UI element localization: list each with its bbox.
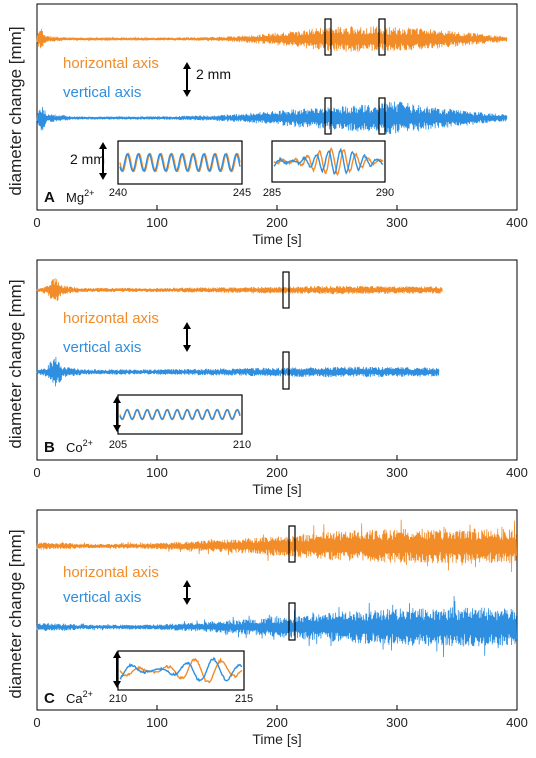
series-label-vertical: vertical axis	[63, 339, 141, 356]
ion-label: Mg2+	[66, 188, 94, 205]
x-tick-label: 100	[146, 215, 168, 230]
x-tick-label: 0	[33, 465, 40, 480]
inset-horizontal-trace	[119, 657, 243, 684]
inset-tick-label-end: 245	[233, 187, 251, 199]
highlight-window-horizontal	[288, 525, 296, 563]
inset-scale-arrow-head-up	[99, 142, 107, 149]
inset-tick-label-end: 215	[235, 693, 253, 705]
ion-charge: 2+	[83, 438, 93, 448]
inset-tick-label-start: 205	[109, 439, 127, 451]
chart-panel-b: horizontal axis vertical axis 205 210 B Co2+ 0…	[6, 259, 528, 497]
series-horizontal-trace	[36, 26, 508, 52]
x-axis-label: Time [s]	[252, 481, 301, 497]
x-tick-label: 400	[506, 715, 528, 730]
inset-scale-label: 2 mm	[70, 151, 105, 167]
ion-charge: 2+	[83, 689, 93, 699]
inset-scale-arrow-head-down	[113, 425, 121, 432]
inset-vertical-trace	[119, 657, 243, 683]
chart-panel-a: horizontal axis vertical axis 2 mm 240 245 2 …	[6, 3, 528, 247]
highlight-window-vertical	[288, 602, 296, 641]
scale-bar-label: 2 mm	[196, 66, 231, 82]
panel-letter: B	[44, 439, 55, 456]
series-vertical-trace	[36, 356, 440, 387]
scale-arrow-head-down	[183, 598, 191, 605]
series-horizontal-trace	[36, 278, 443, 302]
scale-arrow-head-up	[183, 322, 191, 329]
inset-tick-label-start: 285	[263, 187, 281, 199]
series-horizontal-trace	[36, 519, 518, 572]
scale-arrow-head-up	[183, 580, 191, 587]
x-tick-label: 400	[506, 215, 528, 230]
chart-panel-c: horizontal axis vertical axis 210 215 C Ca2+ 0…	[6, 509, 528, 747]
inset-vertical-trace	[119, 408, 241, 421]
inset-tick-label-end: 210	[233, 439, 251, 451]
x-tick-label: 0	[33, 715, 40, 730]
series-label-horizontal: horizontal axis	[63, 310, 159, 327]
x-tick-label: 200	[266, 465, 288, 480]
scale-arrow-head-down	[183, 90, 191, 97]
inset-vertical-trace	[273, 147, 384, 175]
ion-symbol: Mg	[66, 190, 84, 205]
x-tick-label: 0	[33, 215, 40, 230]
scale-arrow-head-down	[183, 345, 191, 352]
series-label-vertical: vertical axis	[63, 84, 141, 101]
x-axis-label: Time [s]	[252, 231, 301, 247]
y-axis-label: diameter change [mm]	[6, 529, 25, 698]
series-label-horizontal: horizontal axis	[63, 564, 159, 581]
series-label-horizontal: horizontal axis	[63, 55, 159, 72]
inset-vertical-trace	[119, 152, 241, 173]
x-tick-label: 100	[146, 715, 168, 730]
x-tick-label: 100	[146, 465, 168, 480]
inset-tick-label-end: 290	[376, 187, 394, 199]
highlight-window-vertical	[282, 351, 290, 390]
ion-label: Co2+	[66, 438, 93, 455]
panel-letter: C	[44, 690, 55, 707]
highlight-window-horizontal	[378, 18, 386, 56]
highlight-window-horizontal	[324, 18, 332, 56]
x-tick-label: 400	[506, 465, 528, 480]
x-tick-label: 200	[266, 715, 288, 730]
ion-symbol: Ca	[66, 691, 83, 706]
inset-tick-label-start: 210	[109, 693, 127, 705]
series-label-vertical: vertical axis	[63, 589, 141, 606]
inset-scale-arrow-head-down	[99, 173, 107, 180]
x-tick-label: 300	[386, 715, 408, 730]
inset-tick-label-start: 240	[109, 187, 127, 199]
highlight-window-vertical	[378, 97, 386, 135]
ion-charge: 2+	[84, 188, 94, 198]
x-tick-label: 300	[386, 215, 408, 230]
x-tick-label: 200	[266, 215, 288, 230]
inset-horizontal-trace	[273, 146, 384, 177]
highlight-window-horizontal	[282, 271, 290, 309]
inset-frame	[117, 650, 245, 691]
ion-label: Ca2+	[66, 689, 93, 706]
inset-scale-arrow-head-down	[113, 681, 121, 688]
scale-arrow-head-up	[183, 62, 191, 69]
x-tick-label: 300	[386, 465, 408, 480]
inset-scale-arrow-head-up	[113, 396, 121, 403]
series-vertical-trace	[36, 596, 518, 658]
highlight-window-vertical	[324, 97, 332, 135]
panel-letter: A	[44, 189, 55, 206]
inset-scale-arrow-head-up	[113, 651, 121, 658]
series-vertical-trace	[36, 101, 508, 135]
y-axis-label: diameter change [mm]	[6, 279, 25, 448]
ion-symbol: Co	[66, 440, 83, 455]
y-axis-label: diameter change [mm]	[6, 26, 25, 195]
x-axis-label: Time [s]	[252, 731, 301, 747]
